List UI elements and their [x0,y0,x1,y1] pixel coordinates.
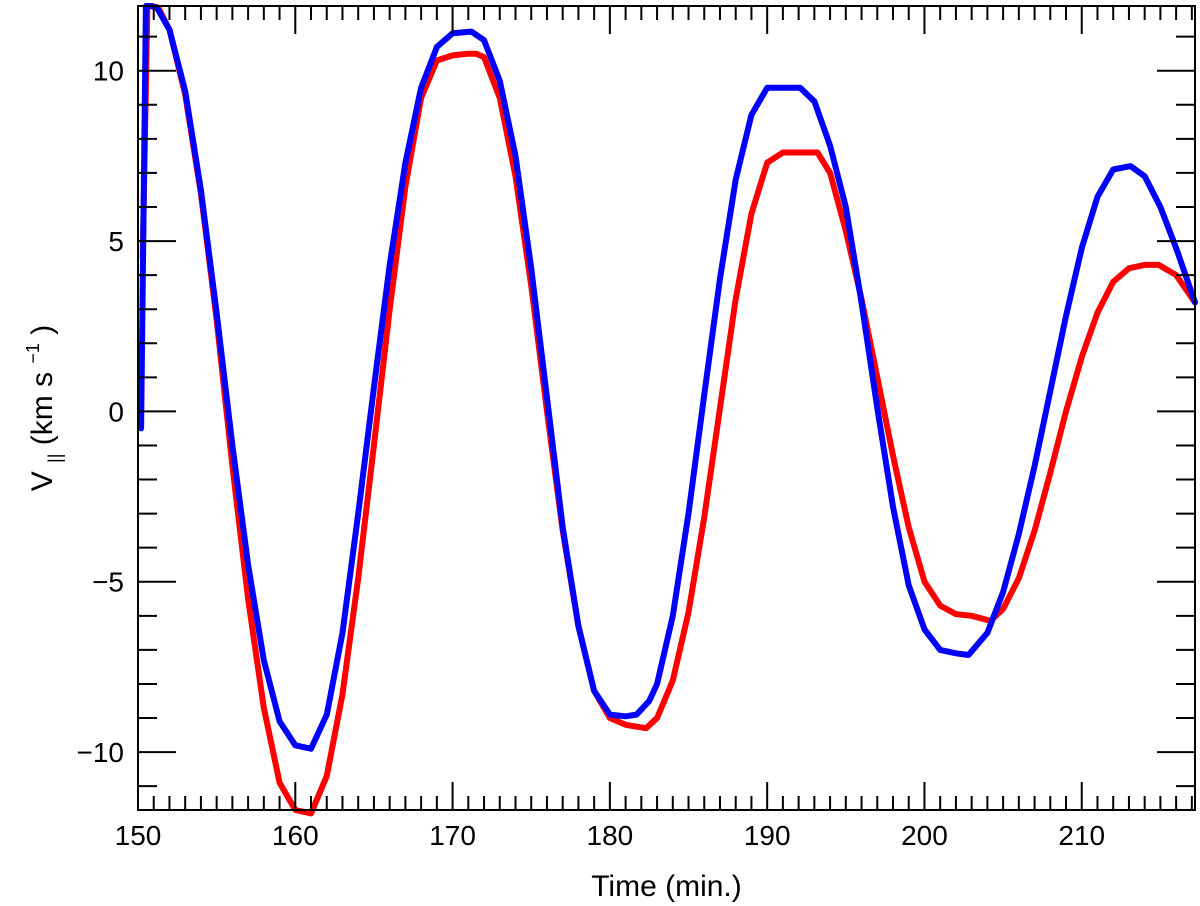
x-tick-label: 210 [1058,820,1105,851]
series-line-2 [138,3,1198,752]
y-tick-label: 0 [108,396,124,427]
plot-frame [137,5,1196,811]
y-tick-label: 5 [108,226,124,257]
x-tick-label: 170 [429,820,476,851]
y-axis-label: V || (km s −1 ) [13,325,68,492]
series-line-1 [139,3,1198,817]
x-tick-label: 180 [587,820,634,851]
x-tick-label: 160 [272,820,319,851]
y-axis-label-suffix: ) [26,325,59,335]
y-axis-label-main: V [26,471,59,491]
y-tick-label: 10 [93,56,124,87]
y-axis-label-units: (km s [26,372,59,445]
y-tick-label: −5 [92,567,124,598]
x-tick-label: 190 [744,820,791,851]
y-axis-label-exponent: −1 [23,343,43,364]
x-tick-label: 150 [115,820,162,851]
series-layer [138,3,1198,817]
labels-layer: 150 160 170 180 190 200 210 −10 −5 0 5 10 [77,56,1106,851]
x-axis-label: Time (min.) [591,870,742,903]
y-tick-label: −10 [77,737,125,768]
x-tick-label: 200 [901,820,948,851]
ticks-layer [137,6,1195,810]
y-axis-label-subscript: || [45,454,65,463]
